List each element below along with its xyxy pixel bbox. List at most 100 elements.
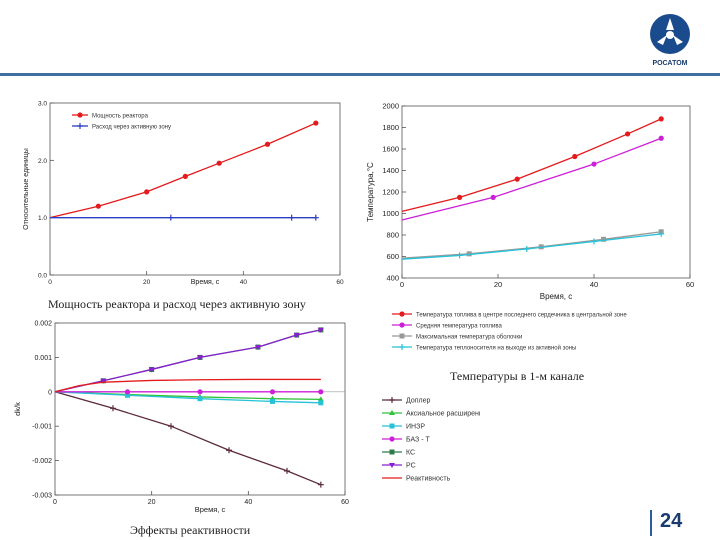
rosatom-logo [630, 8, 710, 74]
temps-series-1 [401, 135, 664, 221]
power-data-point [167, 214, 174, 221]
reactivity-series-2 [54, 391, 324, 406]
temps-data-point [601, 236, 607, 242]
chart-temps: 0 20 40 60 400 600 800 1000 1200 1400 1600 1800 2000… [362, 100, 720, 370]
power-series-0 [49, 120, 319, 219]
reactivity-x-tick-label: 40 [244, 499, 252, 506]
temps-legend-label: Средняя температура топлива [416, 324, 502, 330]
reactivity-data-point [293, 333, 300, 339]
logo-text: РОСАТОМ [652, 60, 688, 67]
temps-series-2 [401, 229, 664, 259]
temps-legend-marker [399, 311, 405, 317]
power-y-tick-label: 2.0 [38, 158, 47, 165]
temps-data-point [591, 238, 597, 245]
power-data-point [182, 173, 188, 179]
temps-y-tick-label: 1800 [382, 123, 399, 132]
reactivity-legend-label: БАЗ - Т [406, 437, 430, 444]
power-y-tick-label: 1.0 [38, 215, 47, 222]
reactivity-legend-marker [389, 410, 395, 415]
temps-data-point [591, 161, 597, 167]
reactivity-series-line [54, 378, 321, 393]
temps-data-point [490, 194, 496, 200]
reactivity-legend-marker [389, 463, 395, 468]
chart-reactivity-svg: 0 20 40 60 -0.003 -0.002 -0.001 0 0.001 0.002 Врем… [13, 321, 515, 515]
power-data-point [288, 214, 295, 221]
reactivity-data-point [255, 345, 261, 351]
caption-power: Мощность реактора и расход через активну… [48, 297, 306, 311]
chart-temps-svg: 0 20 40 60 400 600 800 1000 1200 1400 1600 1800 2000… [366, 102, 694, 352]
power-data-point [144, 189, 150, 195]
temps-legend-label: Максимальная температура оболочки [416, 335, 522, 341]
reactivity-data-point [125, 392, 130, 398]
temps-x-tick-label: 20 [494, 280, 502, 289]
reactivity-plot-frame [54, 322, 346, 496]
reactivity-data-point [317, 481, 324, 488]
power-x-tick-label: 20 [143, 279, 151, 286]
reactivity-y-tick-label: -0.001 [32, 424, 52, 431]
reactivity-series-1 [54, 391, 324, 402]
temps-y-axis-label: Температура,°С [366, 162, 375, 222]
temps-data-point [658, 116, 664, 122]
temps-data-point [572, 153, 578, 160]
reactivity-y-tick-label: 0.001 [34, 355, 52, 362]
reactivity-y-axis-label: dk/k [13, 402, 22, 416]
reactivity-data-point [317, 327, 324, 333]
temps-series-line [401, 231, 662, 259]
power-data-point [313, 120, 319, 126]
temps-data-point [466, 251, 472, 257]
reactivity-data-point [197, 389, 203, 395]
reactivity-legend-marker [389, 397, 395, 403]
power-x-tick-label: 60 [336, 279, 344, 286]
temps-series-line [401, 118, 662, 212]
power-y-axis-label: Относительные единицы [23, 148, 30, 230]
power-x-tick-label: 0 [48, 279, 52, 286]
chart-reactivity: 0 20 40 60 -0.003 -0.002 -0.001 0 0.001 0.002 Врем… [10, 315, 515, 520]
temps-y-tick-label: 1400 [382, 166, 399, 175]
power-data-point [264, 141, 271, 147]
temps-y-tick-label: 1000 [382, 209, 399, 218]
reactivity-data-point [318, 389, 324, 395]
page-number-bar [650, 510, 652, 536]
reactivity-series-line [54, 329, 321, 393]
reactivity-y-tick-label: 0.002 [34, 321, 52, 328]
reactivity-legend-label: Аксиальное расширение топлива [406, 411, 480, 418]
temps-y-tick-label: 1200 [382, 188, 399, 197]
reactivity-series-5 [54, 327, 324, 393]
reactivity-legend-marker [389, 449, 395, 455]
temps-x-tick-label: 40 [590, 280, 598, 289]
caption-temps: Температуры в 1-м канале [450, 369, 585, 383]
caption-reactivity: Эффекты реактивности [130, 523, 251, 537]
temps-x-tick-label: 0 [400, 280, 404, 289]
power-series-line [49, 122, 317, 219]
power-series-1 [50, 214, 319, 221]
reactivity-series-line [54, 391, 322, 486]
power-data-point [95, 203, 101, 209]
reactivity-data-point [100, 378, 107, 384]
reactivity-legend-label: РС [406, 463, 416, 470]
reactivity-x-axis-label: Время, с [195, 505, 226, 514]
temps-series-line [401, 137, 662, 221]
power-x-axis-label: Время, с [191, 279, 220, 286]
reactivity-data-point [197, 396, 203, 402]
reactivity-legend-label: Реактивность [406, 476, 451, 483]
power-data-point [312, 214, 319, 221]
reactivity-legend-marker [389, 423, 395, 429]
temps-series-3 [401, 230, 665, 260]
reactivity-data-point [110, 405, 116, 412]
reactivity-data-point [197, 355, 203, 361]
header-divider [0, 73, 720, 76]
chart-power-svg: 0 20 40 60 0.0 1.0 2.0 3.0 Время, с Относительные… [23, 101, 344, 287]
temps-y-tick-label: 800 [386, 231, 399, 240]
reactivity-legend-label: Доплер [406, 398, 430, 405]
power-x-tick-label: 40 [240, 279, 248, 286]
temps-data-point [625, 131, 631, 137]
power-data-point [216, 160, 222, 166]
reactivity-legend-marker [389, 436, 395, 442]
temps-data-point [658, 135, 664, 141]
power-legend-marker [77, 123, 83, 129]
reactivity-y-tick-label: -0.003 [32, 493, 52, 500]
power-plot-frame [49, 102, 341, 276]
reactivity-legend-label: КС [406, 450, 415, 457]
reactivity-series-6 [54, 378, 321, 393]
reactivity-series-0 [54, 391, 324, 488]
